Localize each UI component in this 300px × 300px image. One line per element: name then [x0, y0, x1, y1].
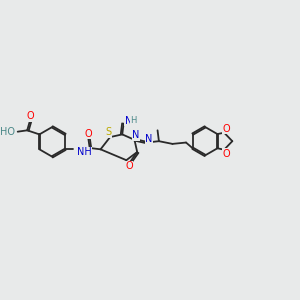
Text: O: O [26, 111, 34, 121]
Text: N: N [145, 134, 152, 144]
Text: O: O [222, 149, 230, 159]
Text: HO: HO [0, 127, 15, 137]
Text: O: O [125, 161, 133, 171]
Text: O: O [222, 124, 230, 134]
Text: O: O [85, 129, 92, 139]
Text: N: N [132, 130, 140, 140]
Text: S: S [106, 128, 112, 137]
Text: N: N [125, 116, 132, 126]
Text: NH: NH [77, 147, 92, 157]
Text: H: H [130, 116, 137, 125]
